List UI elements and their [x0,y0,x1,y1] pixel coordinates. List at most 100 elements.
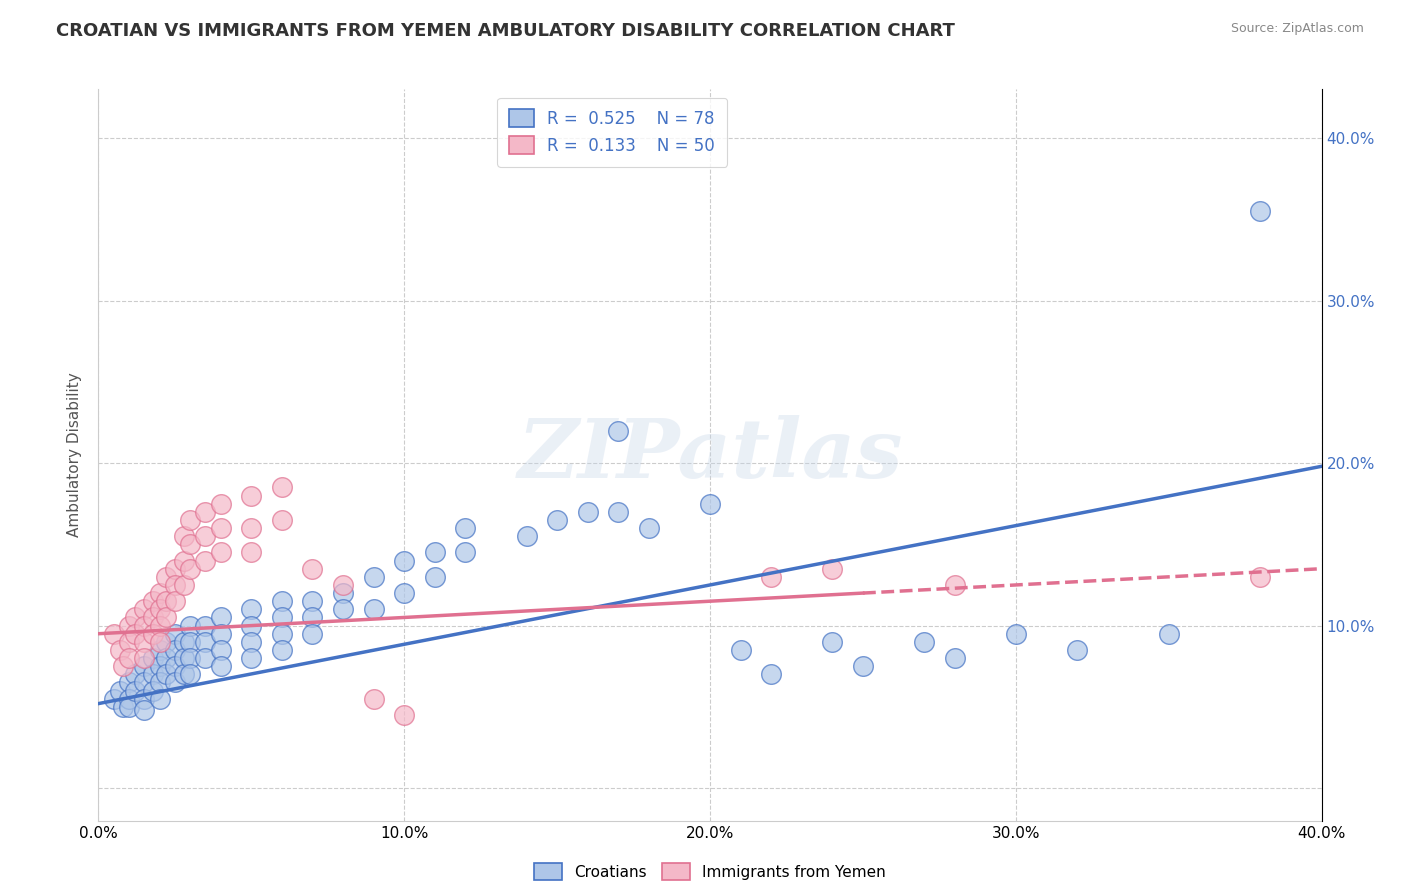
Point [209,659,232,673]
Point [155,594,177,608]
Point [163,578,186,592]
Point [163,659,186,673]
Point [118,651,141,665]
Point [155,610,177,624]
Point [149,586,172,600]
Point [163,626,186,640]
Point [142,683,165,698]
Point [270,594,292,608]
Point [149,659,172,673]
Point [108,643,131,657]
Point [240,635,263,649]
Point [943,651,966,665]
Point [454,545,477,559]
Point [852,659,875,673]
Point [699,497,721,511]
Point [392,708,416,723]
Point [179,618,201,632]
Point [163,643,186,657]
Point [108,683,131,698]
Point [821,635,844,649]
Point [149,691,172,706]
Point [149,675,172,690]
Point [118,635,141,649]
Point [173,578,195,592]
Point [118,699,141,714]
Point [270,643,292,657]
Point [111,659,134,673]
Point [270,480,292,494]
Point [607,505,630,519]
Point [363,691,385,706]
Point [124,626,146,640]
Point [179,562,201,576]
Point [943,578,966,592]
Point [1157,626,1180,640]
Point [240,521,263,535]
Point [155,667,177,681]
Point [423,570,446,584]
Point [332,586,354,600]
Point [730,643,752,657]
Point [821,562,844,576]
Point [163,562,186,576]
Point [134,618,156,632]
Point [134,691,156,706]
Point [163,675,186,690]
Point [124,610,146,624]
Point [270,610,292,624]
Point [759,570,782,584]
Point [194,505,217,519]
Text: CROATIAN VS IMMIGRANTS FROM YEMEN AMBULATORY DISABILITY CORRELATION CHART: CROATIAN VS IMMIGRANTS FROM YEMEN AMBULA… [56,22,955,40]
Point [1066,643,1088,657]
Point [209,497,232,511]
Point [194,553,217,567]
Point [194,651,217,665]
Point [209,626,232,640]
Point [1249,570,1271,584]
Point [142,594,165,608]
Point [301,610,323,624]
Point [173,667,195,681]
Point [423,545,446,559]
Point [209,545,232,559]
Point [179,651,201,665]
Point [301,562,323,576]
Point [240,489,263,503]
Point [209,521,232,535]
Point [240,545,263,559]
Point [179,513,201,527]
Point [363,570,385,584]
Point [301,626,323,640]
Point [179,667,201,681]
Point [194,529,217,543]
Point [240,651,263,665]
Point [134,602,156,616]
Point [270,513,292,527]
Point [392,553,416,567]
Point [103,691,125,706]
Point [209,643,232,657]
Text: Source: ZipAtlas.com: Source: ZipAtlas.com [1230,22,1364,36]
Point [155,570,177,584]
Point [173,553,195,567]
Point [149,635,172,649]
Point [111,699,134,714]
Point [392,586,416,600]
Point [332,602,354,616]
Point [149,618,172,632]
Point [516,529,538,543]
Point [240,618,263,632]
Point [142,610,165,624]
Legend: Croatians, Immigrants from Yemen: Croatians, Immigrants from Yemen [529,857,891,886]
Point [118,691,141,706]
Point [209,610,232,624]
Point [155,635,177,649]
Point [155,651,177,665]
Point [1249,204,1271,219]
Point [134,659,156,673]
Point [142,667,165,681]
Point [759,667,782,681]
Point [134,635,156,649]
Point [637,521,661,535]
